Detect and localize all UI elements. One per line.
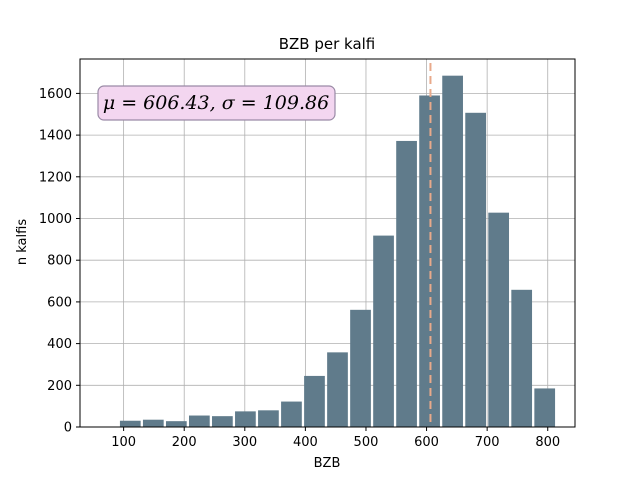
histogram-bar bbox=[511, 289, 533, 427]
y-tick-label: 600 bbox=[47, 295, 72, 310]
y-tick-label: 1600 bbox=[39, 87, 72, 102]
x-tick-label: 600 bbox=[414, 435, 439, 450]
histogram-bar bbox=[488, 212, 510, 427]
chart-title: BZB per kalfi bbox=[279, 35, 376, 53]
x-tick-label: 300 bbox=[232, 435, 257, 450]
x-tick-label: 400 bbox=[293, 435, 318, 450]
histogram-bar bbox=[119, 420, 141, 427]
y-tick-label: 1400 bbox=[39, 129, 72, 144]
histogram-bar bbox=[327, 352, 348, 427]
stats-text: μ = 606.43, σ = 109.86 bbox=[103, 92, 329, 114]
histogram-bar bbox=[396, 140, 417, 427]
x-axis-ticks: 100 200 300 400 500 600 700 800 bbox=[111, 427, 560, 450]
histogram-bar bbox=[235, 411, 256, 427]
histogram-bar bbox=[142, 419, 164, 427]
x-tick-label: 800 bbox=[535, 435, 560, 450]
histogram-bar bbox=[373, 235, 394, 427]
plot-frame bbox=[79, 58, 576, 428]
histogram-bar bbox=[465, 112, 486, 427]
y-axis-ticks: 0 200 400 600 800 1000 1200 1400 1600 bbox=[39, 87, 80, 436]
x-tick-label: 100 bbox=[111, 435, 136, 450]
y-tick-label: 1000 bbox=[39, 212, 72, 227]
bars bbox=[119, 75, 556, 428]
stats-box bbox=[97, 85, 336, 121]
histogram-bar bbox=[165, 421, 187, 427]
y-tick-label: 0 bbox=[64, 421, 72, 436]
histogram-bar bbox=[258, 410, 279, 427]
histogram-bar bbox=[281, 401, 302, 427]
stats-annotation: μ = 606.43, σ = 109.86 bbox=[97, 85, 336, 121]
x-axis-label: BZB bbox=[314, 456, 341, 471]
y-tick-label: 1200 bbox=[39, 170, 72, 185]
histogram-bar bbox=[442, 75, 463, 428]
histogram-bar bbox=[188, 415, 210, 427]
histogram-bar bbox=[534, 388, 556, 427]
histogram-bar bbox=[212, 416, 233, 427]
x-tick-label: 700 bbox=[475, 435, 500, 450]
y-tick-label: 400 bbox=[47, 337, 72, 352]
y-tick-label: 200 bbox=[47, 379, 72, 394]
x-tick-label: 500 bbox=[354, 435, 379, 450]
x-tick-label: 200 bbox=[172, 435, 197, 450]
histogram-bar bbox=[304, 375, 325, 427]
y-axis-label: n kalfis bbox=[15, 219, 30, 265]
histogram-bar bbox=[350, 309, 371, 427]
y-tick-label: 800 bbox=[47, 254, 72, 269]
